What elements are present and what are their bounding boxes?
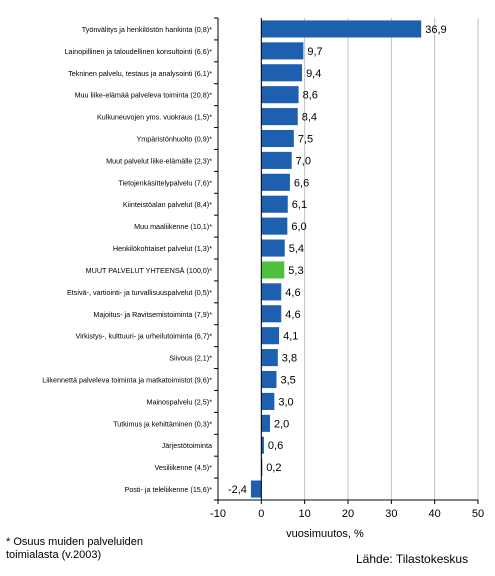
- value-label: 7,5: [298, 134, 313, 146]
- bar: [261, 108, 298, 126]
- bar: [261, 327, 280, 345]
- category-label: Tutkimus ja kehittäminen (0,3)*: [113, 419, 212, 428]
- bar: [261, 349, 278, 367]
- x-tick-label: -10: [210, 508, 226, 520]
- x-tick-label: 50: [472, 508, 484, 520]
- category-label: Virkistys-, kulttuuri- ja urheilutoimint…: [76, 332, 213, 341]
- category-label: Kulkuneuvojen yms. vuokraus (1,5)*: [97, 113, 212, 122]
- value-label: 5,3: [288, 265, 303, 277]
- bar: [261, 129, 294, 148]
- category-label: Muu liike-elämää palveleva toiminta (20,…: [75, 91, 213, 100]
- category-label: Henkilökohtaiset palvelut (1,3)*: [113, 244, 212, 253]
- category-label: Liikennettä palveleva toiminta ja matkat…: [42, 376, 212, 385]
- value-label: 2,0: [274, 418, 289, 430]
- x-tick-label: 20: [342, 508, 354, 520]
- value-label: 4,6: [285, 287, 300, 299]
- category-label: Muu maaliikenne (10,1)*: [134, 222, 212, 231]
- bar: [261, 283, 282, 301]
- category-label: Lainopillinen ja taloudellinen konsultoi…: [65, 47, 213, 56]
- bar: [261, 42, 304, 60]
- axes: [214, 17, 479, 504]
- bar: [261, 239, 285, 257]
- value-label: 5,4: [289, 243, 304, 255]
- category-label: Muut palvelut liike-elämälle (2,3)*: [106, 156, 212, 165]
- category-label: Posti- ja teleliikenne (15,6)*: [125, 485, 213, 494]
- category-label: Etsivä-, vartiointi- ja turvallisuuspalv…: [67, 288, 212, 297]
- x-tick-label: 0: [258, 508, 264, 520]
- bar: [261, 414, 270, 432]
- x-tick-label: 10: [299, 508, 311, 520]
- footnote-line-2: toimialasta (v.2003): [6, 549, 102, 561]
- value-label: 6,6: [294, 177, 309, 189]
- category-label: Siivous (2,1)*: [169, 354, 212, 363]
- bar: [261, 195, 288, 213]
- x-tick-labels: -10 0 10 20 30 40 50: [210, 508, 484, 520]
- value-label: 3,8: [282, 353, 297, 365]
- bar: [261, 261, 285, 279]
- value-label: 0,6: [268, 440, 283, 452]
- value-label: 4,6: [285, 309, 300, 321]
- bar: [261, 20, 422, 38]
- category-label: Vesiliikenne (4,5)*: [154, 463, 212, 472]
- footnote-line-1: * Osuus muiden palveluiden: [6, 536, 143, 548]
- value-label: 4,1: [283, 331, 298, 343]
- x-tick-label: 30: [385, 508, 397, 520]
- bar: [261, 173, 290, 191]
- value-label: 36,9: [425, 24, 446, 36]
- category-label: Tietojenkäsittelypalvelu (7,6)*: [118, 178, 212, 187]
- bar: [261, 151, 292, 169]
- category-label: Järjestötoiminta: [162, 441, 212, 450]
- bar: [261, 392, 275, 410]
- bar: [261, 436, 264, 454]
- bar: [261, 217, 288, 235]
- value-label: 3,0: [278, 396, 293, 408]
- category-label: MUUT PALVELUT YHTEENSÄ (100,0)*: [86, 266, 213, 275]
- value-label: 7,0: [296, 155, 311, 167]
- value-label: 8,4: [302, 112, 317, 124]
- value-label: -2,4: [228, 484, 247, 496]
- value-label: 3,5: [281, 375, 296, 387]
- category-label: Kiinteistöalan palvelut (8,4)*: [123, 200, 212, 209]
- bar: [261, 86, 299, 104]
- category-label: Majoitus- ja Ravitsemistoiminta (7,9)*: [93, 310, 212, 319]
- value-label: 9,7: [307, 46, 322, 58]
- category-label: Mainospalvelu (2,5)*: [146, 397, 212, 406]
- bar: [261, 64, 303, 82]
- source-label: Lähde: Tilastokeskus: [356, 552, 469, 566]
- category-label: Tekninen palvelu, testaus ja analysointi…: [68, 69, 212, 78]
- bar: [250, 480, 262, 498]
- value-label: 8,6: [303, 90, 318, 102]
- bar: [261, 305, 282, 323]
- x-tick-label: 40: [429, 508, 441, 520]
- grid-lines: [217, 18, 479, 500]
- value-label: 6,1: [292, 199, 307, 211]
- footnote: * Osuus muiden palveluiden toimialasta (…: [6, 536, 143, 562]
- category-label: Työnvälitys ja henkilöstön hankinta (0,8…: [82, 25, 212, 34]
- value-label: 6,0: [291, 221, 306, 233]
- x-axis-label: vuosimuutos, %: [286, 528, 364, 540]
- category-labels: Työnvälitys ja henkilöstön hankinta (0,8…: [42, 25, 212, 494]
- category-label: Ympäristönhuolto (0,9)*: [136, 135, 212, 144]
- bar: [261, 370, 277, 389]
- value-label: 9,4: [306, 68, 321, 80]
- value-label: 0,2: [266, 462, 281, 474]
- value-labels: 36,9 9,7 9,4 8,6 8,4 7,5 7,0 6,6 6,1 6,0 5,4 5,3 4,6…: [228, 24, 447, 496]
- bars: [250, 20, 422, 498]
